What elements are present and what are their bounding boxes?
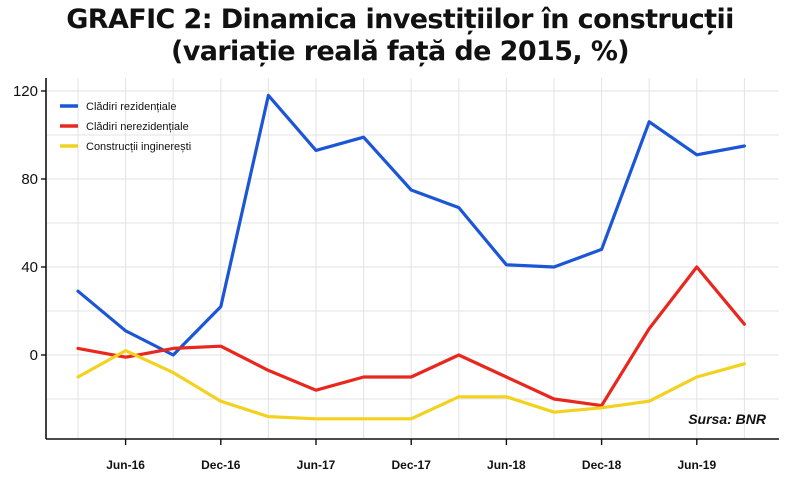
data-point	[553, 398, 555, 400]
y-tick-label: 80	[21, 171, 38, 188]
data-point	[77, 376, 79, 378]
legend-label: Clădiri rezidențiale	[86, 101, 177, 113]
legend-label: Construcții inginerești	[86, 141, 191, 153]
data-point	[410, 418, 412, 420]
legend-label: Clădiri nerezidențiale	[86, 121, 189, 133]
data-point	[267, 94, 269, 96]
chart-title: GRAFIC 2: Dinamica investițiilor în cons…	[0, 4, 800, 68]
x-tick-label: Jun-16	[106, 458, 145, 472]
data-point	[648, 328, 650, 330]
plot-background	[46, 78, 779, 439]
data-point	[410, 376, 412, 378]
y-tick-label: 40	[21, 259, 38, 276]
data-point	[601, 248, 603, 250]
data-point	[267, 369, 269, 371]
data-point	[172, 354, 174, 356]
data-point	[505, 376, 507, 378]
y-tick-label: 0	[30, 347, 38, 364]
x-tick-label: Jun-18	[487, 458, 526, 472]
source-label: Sursa: BNR	[688, 411, 767, 427]
x-tick-label: Dec-16	[201, 458, 241, 472]
data-point	[743, 323, 745, 325]
legend: Clădiri rezidențiale Clădiri nerezidenția…	[60, 101, 191, 153]
data-point	[743, 145, 745, 147]
data-point	[220, 306, 222, 308]
x-axis-ticks: Jun-16 Dec-16 Jun-17 Dec-17 Jun-18 Dec-18 Jun-…	[106, 439, 716, 472]
data-point	[220, 345, 222, 347]
y-axis-ticks: 0 40 80 120	[13, 83, 46, 364]
series-points-1	[77, 94, 745, 356]
data-point	[77, 290, 79, 292]
series-points-3	[77, 350, 745, 420]
data-point	[601, 405, 603, 407]
x-tick-label: Jun-17	[297, 458, 336, 472]
x-tick-label: Jun-19	[677, 458, 716, 472]
gridlines	[46, 78, 779, 439]
chart-title-line-2: (variație reală față de 2015, %)	[170, 36, 630, 67]
data-point	[696, 266, 698, 268]
chart-title-line-1: GRAFIC 2: Dinamica investițiilor în cons…	[66, 4, 734, 35]
data-point	[648, 121, 650, 123]
data-point	[363, 376, 365, 378]
axes	[45, 78, 779, 440]
series-lines	[76, 93, 747, 421]
data-point	[125, 356, 127, 358]
data-point	[315, 389, 317, 391]
x-tick-label: Dec-17	[392, 458, 432, 472]
data-point	[363, 418, 365, 420]
data-point	[505, 396, 507, 398]
data-point	[458, 354, 460, 356]
data-point	[172, 372, 174, 374]
data-point	[125, 330, 127, 332]
data-point	[125, 350, 127, 352]
data-point	[220, 400, 222, 402]
data-point	[505, 264, 507, 266]
data-point	[172, 347, 174, 349]
series-points-2	[77, 266, 745, 407]
data-point	[743, 363, 745, 365]
data-point	[458, 207, 460, 209]
data-point	[648, 400, 650, 402]
data-point	[77, 347, 79, 349]
data-point	[315, 418, 317, 420]
data-point	[458, 396, 460, 398]
data-point	[553, 411, 555, 413]
data-point	[267, 416, 269, 418]
data-point	[601, 407, 603, 409]
data-point	[315, 149, 317, 151]
data-point	[696, 154, 698, 156]
data-point	[696, 376, 698, 378]
data-point	[363, 136, 365, 138]
data-point	[553, 266, 555, 268]
x-tick-label: Dec-18	[582, 458, 622, 472]
y-tick-label: 120	[13, 83, 38, 100]
data-point	[410, 189, 412, 191]
